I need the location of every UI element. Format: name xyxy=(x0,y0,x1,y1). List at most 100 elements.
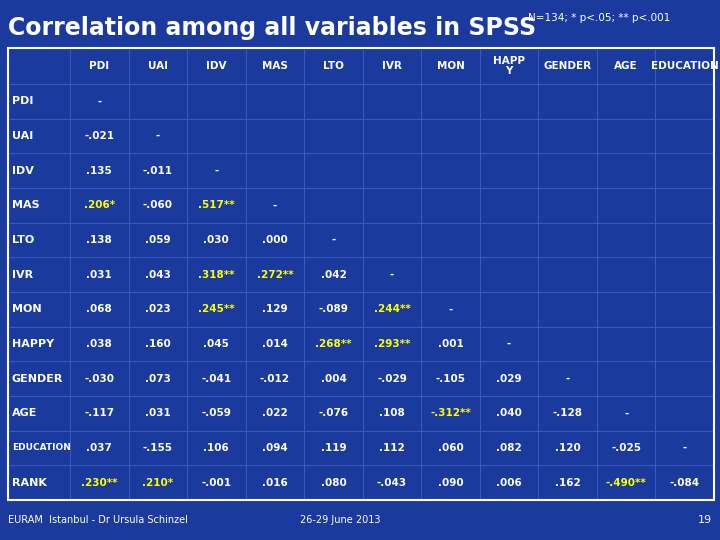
Text: .272**: .272** xyxy=(256,269,293,280)
Bar xyxy=(597,84,655,119)
Bar xyxy=(480,153,539,188)
Text: -.060: -.060 xyxy=(143,200,173,211)
Text: -.089: -.089 xyxy=(318,305,348,314)
Bar xyxy=(8,188,70,222)
Bar xyxy=(421,222,480,258)
Text: .045: .045 xyxy=(204,339,229,349)
Bar xyxy=(480,431,539,465)
Bar xyxy=(8,48,714,500)
Text: -.105: -.105 xyxy=(436,374,466,383)
Bar xyxy=(8,465,70,500)
Bar xyxy=(363,327,421,361)
Text: -: - xyxy=(97,96,102,106)
Bar xyxy=(304,431,363,465)
Text: EURAM  Istanbul - Dr Ursula Schinzel: EURAM Istanbul - Dr Ursula Schinzel xyxy=(8,515,188,525)
Text: EDUCATION: EDUCATION xyxy=(12,443,71,453)
Bar xyxy=(70,465,129,500)
Text: -.001: -.001 xyxy=(202,478,231,488)
Bar xyxy=(655,258,714,292)
Bar xyxy=(421,119,480,153)
Bar xyxy=(129,292,187,327)
Bar xyxy=(480,292,539,327)
Text: .108: .108 xyxy=(379,408,405,418)
Bar xyxy=(597,431,655,465)
Bar xyxy=(597,361,655,396)
Bar xyxy=(304,222,363,258)
Bar xyxy=(597,188,655,222)
Text: .268**: .268** xyxy=(315,339,351,349)
Bar xyxy=(246,84,304,119)
Text: -: - xyxy=(156,131,160,141)
Text: PDI: PDI xyxy=(12,96,33,106)
Text: -.059: -.059 xyxy=(202,408,231,418)
Text: HAPPY: HAPPY xyxy=(12,339,54,349)
Text: .030: .030 xyxy=(204,235,229,245)
Bar xyxy=(8,153,70,188)
Text: GENDER: GENDER xyxy=(12,374,63,383)
Bar xyxy=(655,327,714,361)
Text: .040: .040 xyxy=(496,408,522,418)
Text: -.155: -.155 xyxy=(143,443,173,453)
Bar xyxy=(655,396,714,431)
Text: .120: .120 xyxy=(555,443,580,453)
Bar xyxy=(70,84,129,119)
Bar xyxy=(480,84,539,119)
Bar xyxy=(129,258,187,292)
Bar xyxy=(129,222,187,258)
Bar xyxy=(187,396,246,431)
Bar xyxy=(304,48,363,84)
Bar xyxy=(421,292,480,327)
Bar xyxy=(480,396,539,431)
Bar xyxy=(539,431,597,465)
Bar xyxy=(304,119,363,153)
Text: -.021: -.021 xyxy=(84,131,114,141)
Text: .112: .112 xyxy=(379,443,405,453)
Text: .038: .038 xyxy=(86,339,112,349)
Text: -: - xyxy=(507,339,511,349)
Bar xyxy=(597,465,655,500)
Text: .006: .006 xyxy=(496,478,522,488)
Bar xyxy=(246,396,304,431)
Text: MON: MON xyxy=(436,61,464,71)
Text: .517**: .517** xyxy=(198,200,235,211)
Bar xyxy=(597,292,655,327)
Text: .031: .031 xyxy=(86,269,112,280)
Text: -.011: -.011 xyxy=(143,166,173,176)
Bar xyxy=(597,222,655,258)
Text: .135: .135 xyxy=(86,166,112,176)
Text: -: - xyxy=(565,374,570,383)
Text: Correlation among all variables in SPSS: Correlation among all variables in SPSS xyxy=(8,16,536,40)
Bar xyxy=(597,396,655,431)
Text: -.041: -.041 xyxy=(202,374,231,383)
Bar xyxy=(421,188,480,222)
Bar xyxy=(246,327,304,361)
Text: .073: .073 xyxy=(145,374,171,383)
Bar xyxy=(8,84,70,119)
Text: -: - xyxy=(273,200,277,211)
Bar xyxy=(246,222,304,258)
Text: -: - xyxy=(215,166,218,176)
Bar xyxy=(70,222,129,258)
Bar xyxy=(539,222,597,258)
Bar xyxy=(70,396,129,431)
Text: .029: .029 xyxy=(496,374,522,383)
Bar xyxy=(304,153,363,188)
Text: .129: .129 xyxy=(262,305,288,314)
Bar xyxy=(129,153,187,188)
Bar xyxy=(8,431,70,465)
Text: .004: .004 xyxy=(320,374,346,383)
Bar xyxy=(246,465,304,500)
Text: .022: .022 xyxy=(262,408,288,418)
Text: .138: .138 xyxy=(86,235,112,245)
Text: RANK: RANK xyxy=(12,478,47,488)
Bar xyxy=(187,84,246,119)
Text: .080: .080 xyxy=(320,478,346,488)
Bar xyxy=(421,465,480,500)
Bar xyxy=(655,361,714,396)
Bar xyxy=(246,119,304,153)
Bar xyxy=(304,465,363,500)
Text: .206*: .206* xyxy=(84,200,114,211)
Bar xyxy=(363,292,421,327)
Bar xyxy=(421,48,480,84)
Text: IDV: IDV xyxy=(206,61,227,71)
